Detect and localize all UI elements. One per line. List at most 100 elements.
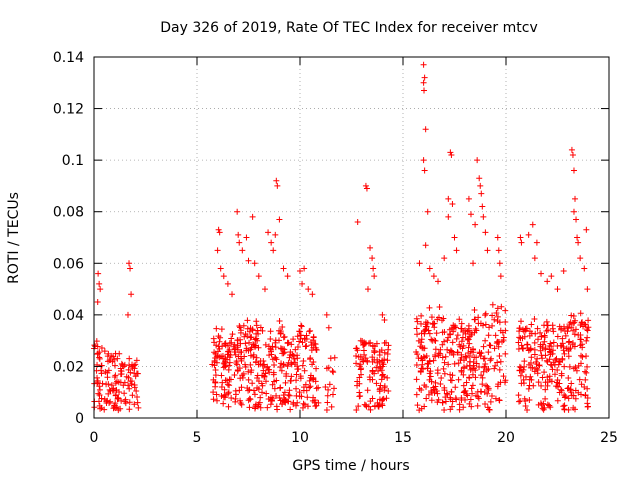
data-point (460, 342, 467, 349)
data-point (296, 328, 303, 335)
data-point (269, 343, 276, 350)
data-point (481, 355, 488, 362)
data-point (491, 365, 498, 372)
data-point (303, 387, 310, 394)
data-point (560, 403, 567, 410)
data-point (460, 404, 467, 411)
data-point (482, 361, 489, 368)
data-point (462, 387, 469, 394)
data-point (428, 397, 435, 404)
data-point (458, 325, 465, 332)
data-point (306, 377, 313, 384)
data-point (573, 216, 580, 223)
data-point (370, 265, 377, 272)
data-point (237, 327, 244, 334)
data-point (448, 349, 455, 356)
data-point (438, 317, 445, 324)
data-point (526, 382, 533, 389)
data-point (529, 221, 536, 228)
data-point (379, 357, 386, 364)
data-point (456, 401, 463, 408)
data-point (299, 339, 306, 346)
data-point (577, 255, 584, 262)
data-point (284, 339, 291, 346)
data-point (241, 333, 248, 340)
data-point (127, 265, 134, 272)
data-point (99, 380, 106, 387)
data-point (273, 377, 280, 384)
data-point (582, 368, 589, 375)
data-point (365, 340, 372, 347)
data-point (98, 345, 105, 352)
data-point (373, 380, 380, 387)
y-tick-label: 0.02 (53, 359, 84, 375)
data-point (430, 273, 437, 280)
data-point (494, 359, 501, 366)
y-axis-label: ROTI / TECUs (6, 192, 22, 284)
data-point (126, 385, 133, 392)
data-point (268, 239, 275, 246)
data-point (251, 342, 258, 349)
data-point (531, 351, 538, 358)
data-point (441, 255, 448, 262)
data-point (516, 334, 523, 341)
data-point (542, 386, 549, 393)
data-point (421, 74, 428, 81)
data-point (131, 401, 138, 408)
data-point (294, 333, 301, 340)
data-point (535, 379, 542, 386)
data-point (432, 337, 439, 344)
data-point (427, 373, 434, 380)
data-point (231, 371, 238, 378)
data-point (255, 273, 262, 280)
data-point (330, 385, 337, 392)
data-point (292, 346, 299, 353)
data-point (245, 376, 252, 383)
data-point (97, 286, 104, 293)
data-point (561, 406, 568, 413)
data-point (360, 341, 367, 348)
data-point (301, 335, 308, 342)
data-point (259, 389, 266, 396)
data-point (527, 346, 534, 353)
data-point (418, 312, 425, 319)
data-point (551, 371, 558, 378)
data-point (310, 344, 317, 351)
data-point (265, 229, 272, 236)
data-point (446, 331, 453, 338)
y-tick-label: 0.04 (53, 308, 84, 324)
data-point (570, 313, 577, 320)
data-point (131, 362, 138, 369)
data-point (491, 316, 498, 323)
data-point (502, 307, 509, 314)
data-point (585, 317, 592, 324)
data-point (297, 373, 304, 380)
data-point (459, 334, 466, 341)
data-point (484, 247, 491, 254)
data-point (226, 359, 233, 366)
data-point (558, 386, 565, 393)
data-point (355, 353, 362, 360)
data-point (467, 396, 474, 403)
data-point (444, 346, 451, 353)
data-point (416, 260, 423, 267)
data-point (244, 317, 251, 324)
data-point (236, 239, 243, 246)
data-point (354, 219, 361, 226)
data-point (500, 373, 507, 380)
data-point (367, 339, 374, 346)
y-tick-label: 0 (75, 411, 84, 427)
data-point (414, 402, 421, 409)
data-point (276, 216, 283, 223)
data-point (298, 322, 305, 329)
data-point (544, 378, 551, 385)
data-point (310, 358, 317, 365)
data-point (384, 374, 391, 381)
data-point (257, 404, 264, 411)
data-point (257, 361, 264, 368)
data-point (262, 378, 269, 385)
data-point (422, 126, 429, 133)
data-point (482, 310, 489, 317)
data-point (110, 405, 117, 412)
data-point (223, 377, 230, 384)
